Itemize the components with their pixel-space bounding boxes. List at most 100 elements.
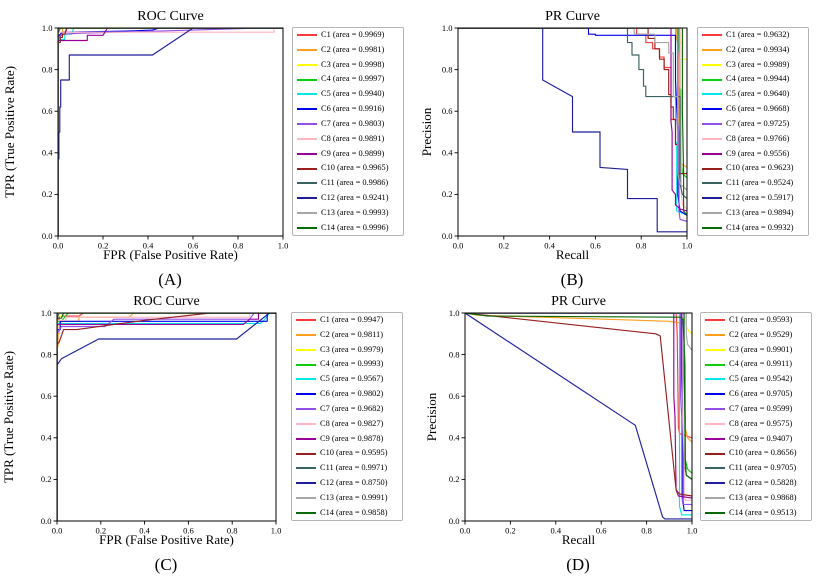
legend-label: C11 (area = 0.9986): [321, 178, 389, 188]
curve-C5: [458, 28, 687, 216]
curve-C8: [465, 313, 692, 501]
legend-entry: C4 (area = 0.9993): [296, 360, 398, 368]
curve-C14: [58, 28, 283, 236]
y-tick-label: 0.6: [442, 106, 453, 116]
legend-entry: C1 (area = 0.9947): [296, 315, 398, 324]
y-tick-label: 0.4: [41, 433, 52, 443]
legend-line-swatch: [297, 78, 317, 81]
y-axis-label: TPR (True Positive Rate): [1, 351, 16, 483]
legend-line-swatch: [296, 511, 316, 514]
curve-C12: [58, 28, 283, 236]
legend-entry: C6 (area = 0.9705): [705, 389, 807, 398]
x-tick-label: 0.8: [233, 241, 244, 251]
x-tick-label: 0.4: [544, 241, 555, 251]
legend-line-swatch: [705, 334, 725, 337]
legend-entry: C6 (area = 0.9802): [296, 389, 398, 398]
legend-entry: C9 (area = 0.9899): [297, 148, 399, 158]
curve-C9: [58, 28, 283, 236]
legend-label: C1 (area = 0.9593): [729, 315, 793, 324]
curve-C8: [57, 313, 276, 521]
legend-entry: C4 (area = 0.9944): [702, 75, 804, 83]
legend-label: C9 (area = 0.9556): [726, 148, 790, 158]
legend-label: C10 (area = 0.8656): [729, 448, 797, 458]
x-tick-label: 1.0: [278, 241, 289, 251]
panel-c: ROC Curve TPR (True Positive Rate) FPR (Fa…: [1, 294, 281, 547]
legend-line-swatch: [296, 319, 316, 322]
legend-line-swatch: [296, 348, 316, 351]
legend-entry: C9 (area = 0.9878): [296, 434, 398, 443]
x-axis-label: FPR (False Positive Rate): [103, 247, 238, 262]
legend-label: C3 (area = 0.9901): [729, 344, 793, 354]
y-tick-label: 1.0: [449, 308, 460, 318]
legend-line-swatch: [705, 467, 725, 470]
legend-label: C9 (area = 0.9899): [321, 148, 385, 158]
x-tick-label: 0.6: [183, 526, 194, 536]
caption-panel-b: (B): [560, 270, 584, 289]
legend-label: C11 (area = 0.9971): [320, 463, 388, 473]
legend-line-swatch: [297, 108, 317, 111]
legend-entry: C3 (area = 0.9989): [702, 59, 804, 69]
x-tick-label: 0.2: [505, 526, 516, 536]
legend-line-swatch: [702, 49, 722, 52]
legend-line-swatch: [702, 167, 722, 170]
y-tick-label: 0.0: [42, 231, 53, 241]
x-tick-label: 0.0: [453, 241, 464, 251]
legend-line-swatch: [702, 63, 722, 66]
curve-C12: [465, 313, 692, 520]
y-tick-label: 1.0: [442, 23, 453, 33]
legend-line-swatch: [702, 108, 722, 111]
x-tick-label: 0.4: [550, 526, 561, 536]
legend-entry: C1 (area = 0.9632): [702, 30, 804, 39]
y-tick-label: 0.0: [442, 231, 453, 241]
legend-line-swatch: [705, 363, 725, 366]
legend-entry: C2 (area = 0.9529): [705, 330, 807, 339]
legend-line-swatch: [297, 63, 317, 66]
curve-C3: [465, 313, 692, 335]
x-tick-label: 1.0: [271, 526, 282, 536]
curve-C5: [465, 313, 692, 516]
y-tick-label: 0.8: [42, 64, 53, 74]
y-axis-label: Precision: [424, 392, 439, 441]
y-tick-label: 0.6: [41, 391, 52, 401]
x-tick-label: 0.4: [143, 241, 154, 251]
legend-entry: C10 (area = 0.9965): [297, 163, 399, 172]
legend-entry: C8 (area = 0.9827): [296, 419, 398, 428]
x-axis-label: Recall: [556, 247, 590, 262]
legend-label: C12 (area = 0.5917): [726, 192, 794, 202]
curve-C14: [465, 313, 692, 480]
legend-label: C9 (area = 0.9407): [729, 433, 793, 443]
legend-line-swatch: [705, 408, 725, 411]
curve-C7: [465, 313, 692, 505]
legend-line-swatch: [297, 197, 317, 200]
legend-line-swatch: [702, 93, 722, 96]
legend-label: C6 (area = 0.9916): [321, 104, 385, 114]
panel-a: ROC Curve TPR (True Positive Rate) FPR (Fa…: [2, 9, 288, 262]
curve-C1: [465, 313, 692, 439]
legend-label: C3 (area = 0.9989): [726, 59, 790, 69]
legend-line-swatch: [705, 452, 725, 455]
curve-C6: [57, 313, 276, 521]
legend-label: C4 (area = 0.9944): [726, 74, 790, 84]
curve-C9: [465, 313, 692, 499]
legend-entry: C7 (area = 0.9803): [297, 119, 399, 128]
y-tick-label: 0.0: [41, 516, 52, 526]
y-tick-label: 1.0: [41, 308, 52, 318]
curve-C13: [58, 28, 283, 236]
legend-line-swatch: [705, 482, 725, 485]
curve-C6: [58, 28, 283, 236]
x-tick-label: 0.2: [95, 526, 106, 536]
legend-line-swatch: [297, 167, 317, 170]
legend-line-swatch: [705, 437, 725, 440]
curve-C14: [458, 28, 687, 216]
legend-entry: C2 (area = 0.9811): [296, 330, 398, 339]
curve-C2: [58, 28, 283, 236]
legend-entry: C14 (area = 0.9932): [702, 223, 804, 232]
legend-label: C3 (area = 0.9979): [320, 344, 384, 354]
legend-entry: C13 (area = 0.9868): [705, 493, 807, 502]
legend-entry: C8 (area = 0.9766): [702, 134, 804, 143]
legend-entry: C5 (area = 0.9640): [702, 89, 804, 98]
legend-line-swatch: [296, 393, 316, 396]
legend-entry: C12 (area = 0.5917): [702, 192, 804, 202]
curve-C6: [465, 313, 692, 512]
